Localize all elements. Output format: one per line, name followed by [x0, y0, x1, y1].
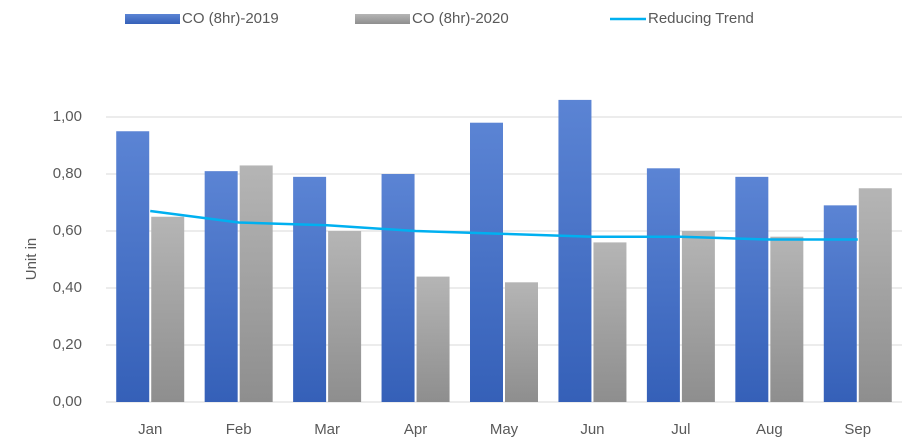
y-tick-label: 0,00 [53, 393, 82, 410]
legend-label: Reducing Trend [648, 10, 754, 27]
legend-swatch [355, 14, 410, 24]
legend-label: CO (8hr)-2019 [182, 10, 279, 27]
bar [381, 174, 415, 402]
x-tick-label: Sep [844, 421, 871, 438]
bar [646, 168, 680, 402]
bar [416, 276, 450, 402]
bar [558, 99, 592, 403]
y-tick-label: 0,20 [53, 336, 82, 353]
x-tick-label: Feb [226, 421, 252, 438]
bar [735, 176, 769, 402]
bar [151, 216, 185, 402]
y-tick-label: 0,80 [53, 165, 82, 182]
bar [505, 282, 538, 402]
bar [770, 236, 804, 402]
bar [858, 188, 892, 402]
legend-label: CO (8hr)-2020 [412, 10, 509, 27]
bar [470, 122, 503, 402]
y-tick-label: 0,60 [53, 222, 82, 239]
bar [204, 171, 238, 402]
x-tick-label: Jul [671, 421, 690, 438]
x-tick-label: May [490, 421, 519, 438]
x-tick-label: Mar [314, 421, 340, 438]
x-tick-label: Jan [138, 421, 162, 438]
bar [116, 131, 150, 402]
bar [681, 231, 715, 402]
bar [823, 205, 857, 402]
legend-swatch [125, 14, 180, 24]
x-tick-label: Aug [756, 421, 783, 438]
bar [293, 176, 327, 402]
bar [328, 231, 362, 402]
trend-line [150, 209, 858, 241]
y-tick-label: 0,40 [53, 279, 82, 296]
y-tick-label: 1,00 [53, 108, 82, 125]
x-tick-label: Apr [404, 421, 427, 438]
y-axis-label: Unit in [23, 238, 40, 281]
bar [593, 242, 627, 402]
bar [239, 165, 273, 402]
x-tick-label: Jun [580, 421, 604, 438]
